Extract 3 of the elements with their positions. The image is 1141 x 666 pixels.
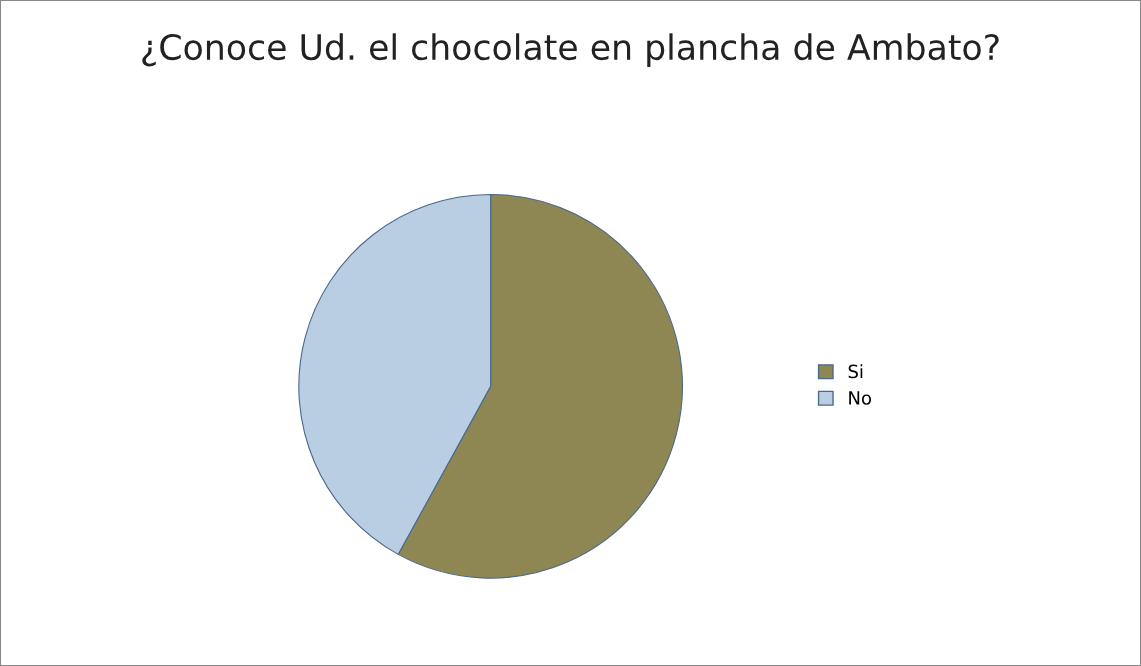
chart-title: ¿Conoce Ud. el chocolate en plancha de Ambato? xyxy=(142,33,999,67)
legend-label: No xyxy=(849,391,872,405)
legend-label: Si xyxy=(848,364,863,379)
